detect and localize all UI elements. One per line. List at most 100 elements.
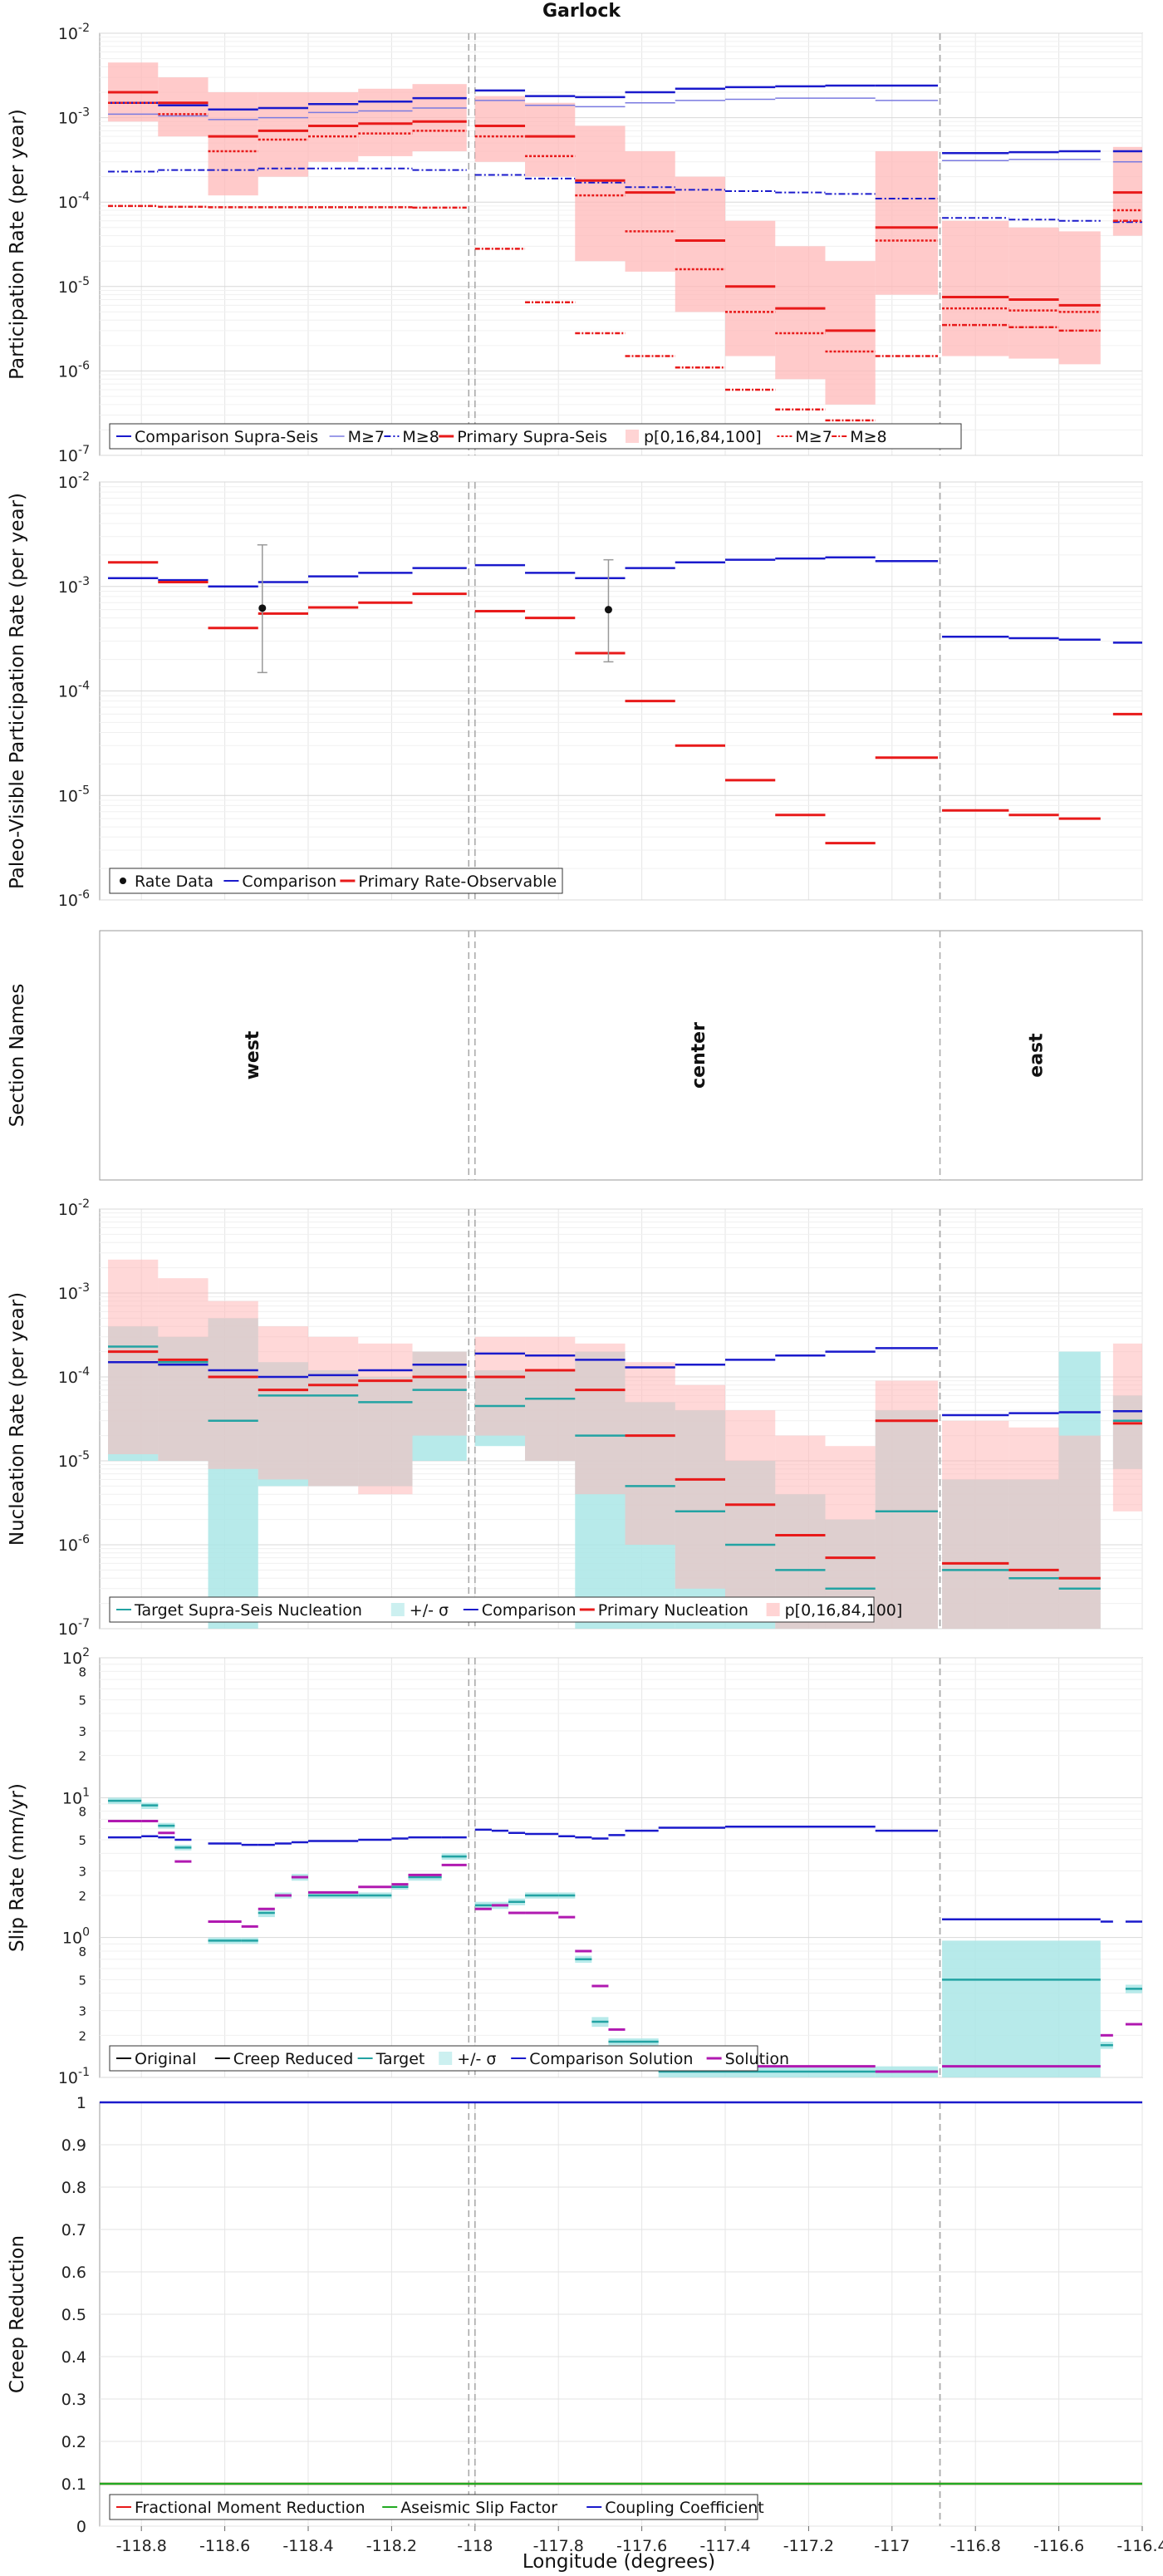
legend-label: Target [375, 2050, 425, 2068]
legend-swatch [626, 430, 639, 443]
legend-label: Comparison Solution [529, 2050, 693, 2068]
y-tick-label: 1 [76, 2094, 86, 2112]
x-tick-label: -118.2 [366, 2537, 417, 2555]
y-tick-label: 0.5 [61, 2306, 86, 2324]
y-axis-label: Creep Reduction [7, 2235, 28, 2393]
primary-band-bar [775, 1435, 826, 1629]
y-tick-exponent: -6 [78, 888, 90, 902]
legend-label: M≥8 [402, 428, 439, 446]
x-tick-label: -118.4 [282, 2537, 333, 2555]
y-tick-exponent: -7 [78, 444, 90, 457]
y-tick-label: 10-2 [58, 22, 90, 43]
y-axis-label: Participation Rate (per year) [7, 109, 28, 380]
primary-band-bar [625, 151, 675, 272]
y-minor-tick-label: 2 [78, 1889, 86, 1904]
y-tick-label: 10-1 [58, 2066, 90, 2087]
primary-band-bar [258, 1326, 308, 1480]
y-tick-label: 0.1 [61, 2475, 86, 2494]
legend-label: +/- σ [457, 2050, 496, 2068]
legend-label: Coupling Coefficient [605, 2499, 764, 2517]
y-minor-tick-label: 8 [78, 1944, 86, 1959]
y-tick-exponent: -6 [78, 359, 90, 372]
primary-band-bar [675, 1384, 725, 1589]
y-tick-label: 0.3 [61, 2391, 86, 2409]
y-tick-label: 0.8 [61, 2179, 86, 2197]
y-tick-exponent: -6 [78, 1533, 90, 1546]
primary-band-bar [474, 96, 526, 162]
y-tick-exponent: -2 [78, 1197, 90, 1211]
y-tick-label: 10-5 [58, 1449, 90, 1471]
y-minor-tick-label: 5 [78, 1833, 86, 1848]
y-tick-label: 0.9 [61, 2136, 86, 2155]
legend-label: Aseismic Slip Factor [400, 2499, 557, 2517]
y-tick-exponent: -3 [78, 575, 90, 588]
y-minor-tick-label: 3 [78, 2004, 86, 2019]
y-tick-label: 0.6 [61, 2264, 86, 2282]
primary-band-bar [525, 102, 576, 177]
y-minor-tick-label: 8 [78, 1805, 86, 1820]
y-tick-label: 0.2 [61, 2433, 86, 2451]
x-tick-label: -118 [457, 2537, 493, 2555]
legend-box [109, 423, 962, 450]
y-minor-tick-label: 3 [78, 1864, 86, 1879]
x-axis-label: Longitude (degrees) [523, 2551, 715, 2573]
legend-label: M≥8 [850, 428, 886, 446]
y-tick-label: 10-6 [58, 1533, 90, 1555]
creep-reduction-panel: 0 0.1 0.2 0.3 0.4 0.5 0.6 0.7 0.8 0.9 1 Creep Reduc… [7, 2094, 1163, 2555]
x-tick-label: -116.6 [1033, 2537, 1084, 2555]
primary-band-bar [158, 77, 209, 137]
primary-band-bar [208, 1300, 258, 1469]
primary-band-bar [942, 220, 1009, 356]
legend-label: Solution [725, 2050, 789, 2068]
section-name-west: west [243, 1030, 263, 1079]
legend-box [109, 2494, 758, 2520]
x-tick-label: -117.2 [783, 2537, 834, 2555]
primary-band-bar [725, 220, 776, 356]
y-tick-exponent: -4 [78, 1365, 90, 1379]
legend-label: Fractional Moment Reduction [135, 2499, 366, 2517]
legend-label: p[0,16,84,100] [644, 428, 762, 446]
x-tick-label: -118.8 [116, 2537, 167, 2555]
y-tick-exponent: -7 [78, 1617, 90, 1630]
y-tick-exponent: -5 [78, 275, 90, 288]
y-tick-exponent: -2 [78, 22, 90, 35]
y-axis-label: Slip Rate (mm/yr) [7, 1783, 28, 1952]
legend-label: Original [135, 2050, 196, 2068]
y-minor-tick-label: 3 [78, 1724, 86, 1739]
legend-label: M≥7 [348, 428, 385, 446]
y-minor-tick-label: 8 [78, 1664, 86, 1679]
primary-band-bar [575, 125, 626, 262]
x-tick-label: -117.4 [699, 2537, 750, 2555]
y-tick-exponent: 2 [82, 1646, 90, 1659]
legend-label: Comparison [482, 1601, 577, 1620]
legend-box [109, 868, 563, 894]
y-minor-tick-label: 5 [78, 1973, 86, 1988]
y-minor-tick-label: 2 [78, 1749, 86, 1764]
section-names-panel: west center east Section Names [7, 930, 1143, 1181]
y-tick-label: 0 [76, 2518, 86, 2536]
y-tick-label: 0.4 [61, 2348, 86, 2367]
y-tick-exponent: -5 [78, 784, 90, 797]
x-tick-label: -117 [874, 2537, 910, 2555]
primary-band-bar [575, 1343, 626, 1495]
y-tick-exponent: -4 [78, 680, 90, 693]
y-tick-exponent: -5 [78, 1449, 90, 1463]
primary-band-bar [258, 92, 308, 177]
legend-swatch [766, 1603, 780, 1616]
y-tick-label: 10-7 [58, 444, 90, 465]
primary-band-bar [1112, 1343, 1142, 1512]
y-tick-exponent: -1 [78, 2066, 90, 2079]
section-name-east: east [1027, 1033, 1048, 1078]
y-tick-label: 10-5 [58, 784, 90, 805]
legend-swatch [390, 1603, 405, 1616]
primary-band-bar [942, 1420, 1009, 1629]
y-tick-label: 10-3 [58, 1281, 90, 1303]
y-axis-label: Nucleation Rate (per year) [7, 1292, 28, 1546]
y-tick-label: 10-7 [58, 1617, 90, 1639]
legend-label: Primary Nucleation [598, 1601, 748, 1620]
rate-data-point [258, 604, 267, 612]
figure-title: Garlock [542, 1, 621, 22]
primary-band-bar [625, 1362, 675, 1545]
y-tick-exponent: -4 [78, 190, 90, 204]
